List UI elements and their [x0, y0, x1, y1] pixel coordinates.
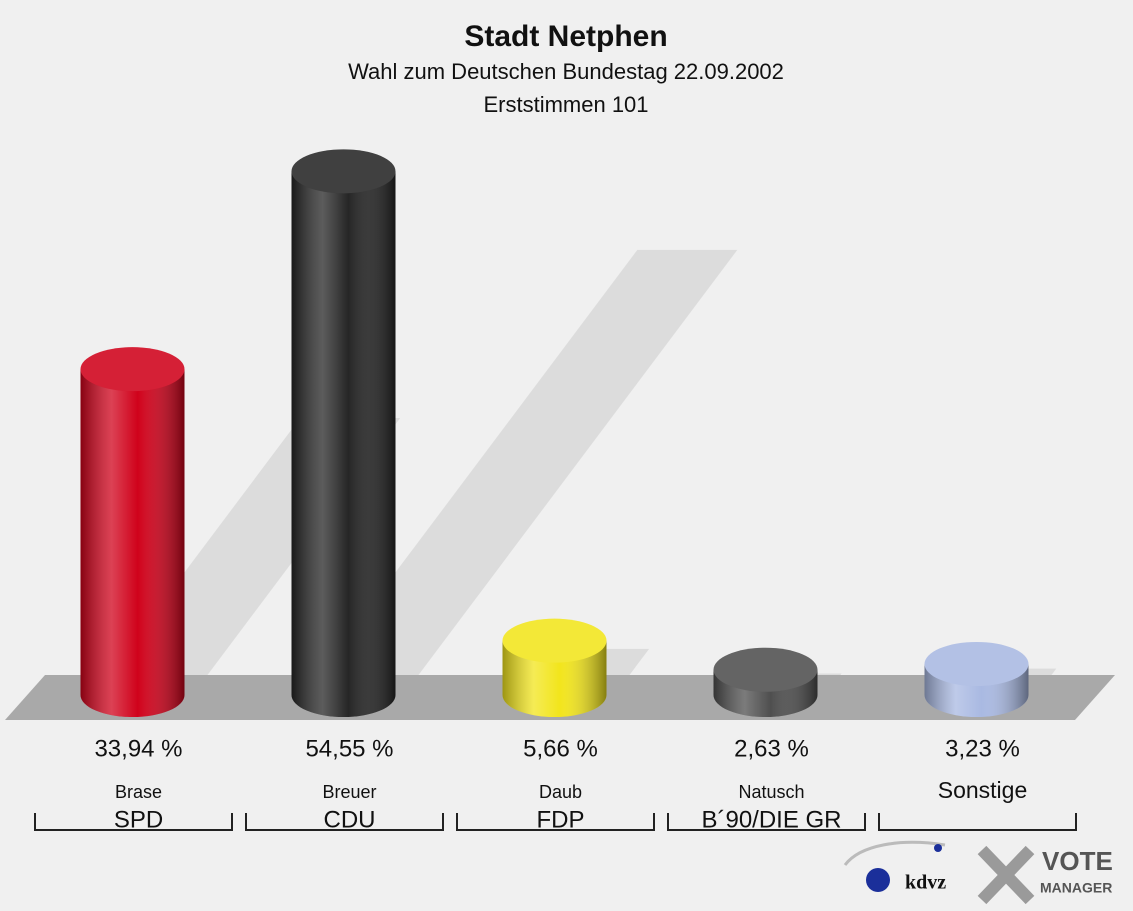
- value-label: 2,63 %: [734, 735, 809, 762]
- candidate-label: Daub: [539, 782, 582, 802]
- value-label: 3,23 %: [945, 735, 1020, 762]
- bar: [713, 647, 818, 717]
- bracket: [878, 813, 1077, 831]
- bar-top-light: [713, 647, 818, 692]
- bar-body-shade: [80, 369, 185, 695]
- candidate-label: Natusch: [738, 782, 804, 802]
- party-label: SPD: [114, 806, 163, 833]
- bar: [924, 641, 1029, 717]
- bar-top: [713, 647, 818, 692]
- chart-subtitle: Wahl zum Deutschen Bundestag 22.09.2002: [348, 59, 784, 84]
- chart-subtitle: Erststimmen 101: [483, 92, 648, 117]
- bracket: [456, 813, 655, 831]
- bar: [291, 149, 396, 717]
- bar-top: [80, 347, 185, 392]
- bar-top: [291, 149, 396, 194]
- value-label: 5,66 %: [523, 735, 598, 762]
- logo-text: kdvz: [905, 872, 946, 894]
- chart-title: Stadt Netphen: [464, 20, 667, 53]
- party-label: B´90/DIE GR: [701, 806, 841, 833]
- bar: [80, 347, 185, 717]
- bracket: [34, 813, 233, 831]
- party-label: CDU: [324, 806, 376, 833]
- value-label: 33,94 %: [94, 735, 182, 762]
- logo-text: MANAGER: [1040, 880, 1112, 896]
- bracket: [245, 813, 444, 831]
- bar-top: [502, 618, 607, 663]
- value-label: 54,55 %: [305, 735, 393, 762]
- candidate-label: Sonstige: [938, 777, 1028, 803]
- candidate-label: Breuer: [322, 782, 376, 802]
- bar-top-light: [80, 347, 185, 392]
- candidate-label: Brase: [115, 782, 162, 802]
- party-label: FDP: [537, 806, 585, 833]
- logo: kdvz VOTE MANAGER: [843, 840, 1113, 905]
- bar-top-light: [924, 641, 1029, 686]
- bar-body-shade: [291, 171, 396, 695]
- logo-text: VOTE: [1042, 846, 1113, 876]
- bar-shadow: [303, 249, 738, 695]
- bar-top-light: [291, 149, 396, 194]
- bracket: [667, 813, 866, 831]
- bar: [502, 618, 607, 717]
- bar-top: [924, 641, 1029, 686]
- bar-top-light: [502, 618, 607, 663]
